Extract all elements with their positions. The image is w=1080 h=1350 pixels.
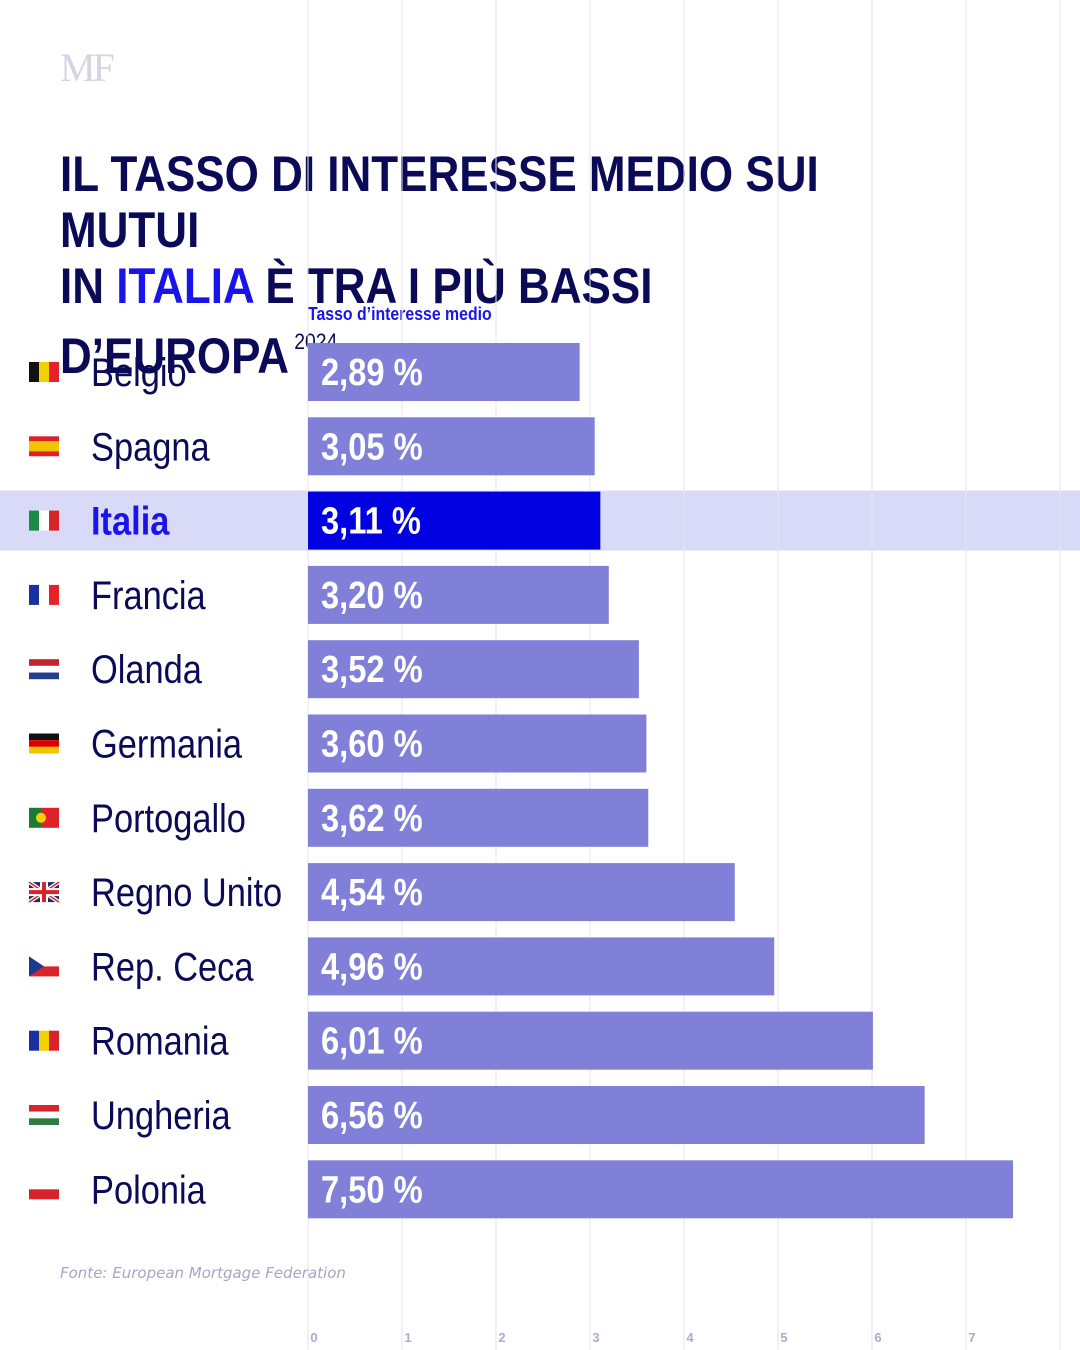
country-label: Polonia (91, 1167, 206, 1212)
value-label: 3,11 % (321, 499, 421, 542)
spain-flag (29, 436, 59, 457)
value-label: 6,01 % (321, 1019, 423, 1062)
poland-flag (29, 1179, 59, 1200)
x-tick-label: 6 (874, 1330, 881, 1345)
title-line-1: IL TASSO DI INTERESSE MEDIO SUI MUTUI (60, 146, 819, 258)
value-label: 2,89 % (321, 351, 423, 394)
title-highlight: ITALIA (116, 258, 254, 314)
bar (308, 565, 609, 624)
x-tick-label: 0 (310, 1330, 317, 1345)
germany-flag (29, 733, 59, 754)
bar (308, 863, 735, 922)
bar (308, 788, 649, 847)
x-tick-label: 2 (498, 1330, 505, 1345)
value-label: 3,05 % (321, 425, 423, 468)
country-label: Regno Unito (91, 870, 282, 915)
value-label: 3,60 % (321, 722, 423, 765)
country-label: Belgio (91, 350, 187, 395)
country-label: Olanda (91, 647, 202, 692)
italy-flag (29, 510, 59, 531)
portugal-flag (29, 807, 59, 828)
country-label: Rep. Ceca (91, 944, 254, 989)
country-label: Francia (91, 572, 206, 617)
bar (308, 1160, 1013, 1219)
x-tick-label: 5 (780, 1330, 787, 1345)
x-tick-label: 4 (686, 1330, 694, 1345)
uk-flag (27, 880, 61, 904)
bar (308, 343, 580, 401)
bar (308, 491, 601, 550)
mf-logo: MF (60, 45, 115, 90)
bar (308, 937, 775, 996)
france-flag (29, 584, 59, 605)
value-label: 3,20 % (321, 574, 423, 617)
bar (308, 640, 639, 699)
x-tick-label: 7 (968, 1330, 975, 1345)
source-note: Fonte: European Mortgage Federation (60, 1264, 346, 1282)
czech-flag (29, 956, 59, 977)
belgium-flag (29, 362, 59, 382)
bar (308, 417, 595, 476)
x-tick-label: 3 (592, 1330, 599, 1345)
axis-label: Tasso d’interesse medio (308, 304, 492, 324)
bar (308, 1086, 925, 1144)
country-label: Ungheria (91, 1093, 231, 1138)
netherlands-flag (29, 659, 59, 680)
bar (308, 714, 647, 773)
romania-flag (29, 1030, 59, 1051)
value-label: 3,52 % (321, 648, 423, 691)
bar (308, 1011, 873, 1070)
value-label: 3,62 % (321, 796, 423, 839)
value-label: 4,54 % (321, 871, 423, 914)
country-label: Romania (91, 1018, 229, 1063)
title-line-2-end: È TRA I PIÙ BASSI D’EUROPA (60, 258, 653, 384)
value-label: 6,56 % (321, 1094, 423, 1137)
x-tick-label: 1 (404, 1330, 411, 1345)
value-label: 7,50 % (321, 1168, 423, 1211)
country-label: Italia (91, 498, 170, 543)
value-label: 4,96 % (321, 945, 423, 988)
country-label: Spagna (91, 424, 210, 469)
hungary-flag (29, 1105, 59, 1125)
country-label: Germania (91, 721, 242, 766)
country-label: Portogallo (91, 795, 246, 840)
title-line-2-start: IN (60, 258, 117, 314)
